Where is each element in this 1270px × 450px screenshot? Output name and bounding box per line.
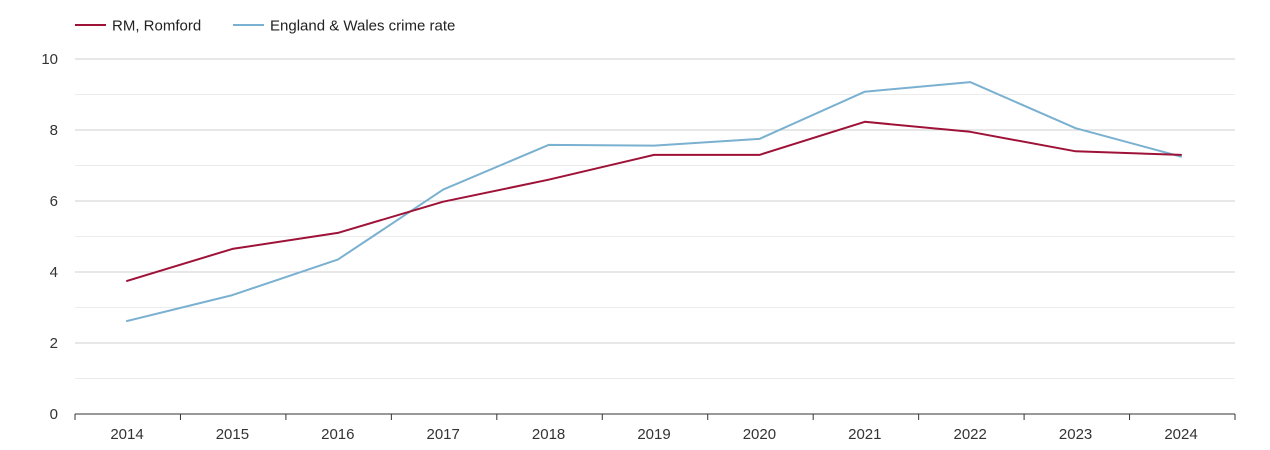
y-tick-label: 8 [50,122,58,139]
legend: RM, Romford England & Wales crime rate [75,18,455,35]
legend-item-1: England & Wales crime rate [233,18,455,35]
x-tick-label: 2014 [110,426,143,443]
series-lines [126,81,1182,322]
series-line-1 [126,81,1182,322]
x-tick-label: 2022 [954,426,987,443]
x-tick-label: 2018 [532,426,565,443]
series-line-0 [126,120,1182,282]
legend-label: England & Wales crime rate [270,18,455,35]
legend-label: RM, Romford [112,18,201,35]
x-axis: 2014 2015 2016 2017 2018 2019 2020 2021 2022 2023… [74,414,1236,443]
y-axis: 0 2 4 6 8 10 [41,51,58,423]
x-tick-label: 2015 [216,426,249,443]
x-tick-label: 2016 [321,426,354,443]
y-tick-label: 0 [50,406,58,423]
x-tick-label: 2019 [637,426,670,443]
y-tick-label: 4 [50,264,58,281]
y-tick-label: 2 [50,335,58,352]
x-tick-label: 2024 [1164,426,1197,443]
x-tick-label: 2023 [1059,426,1092,443]
legend-item-0: RM, Romford [75,18,201,35]
x-tick-label: 2021 [848,426,881,443]
y-tick-label: 6 [50,193,58,210]
y-tick-label: 10 [41,51,58,68]
x-tick-label: 2017 [427,426,460,443]
x-tick-label: 2020 [743,426,776,443]
grid-lines [75,58,1235,415]
